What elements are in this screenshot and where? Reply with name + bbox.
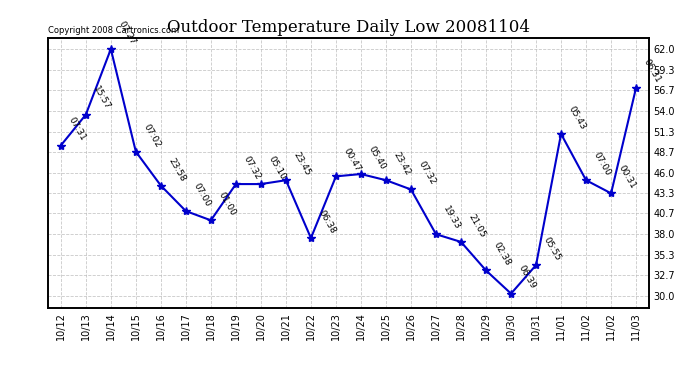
Text: 23:58: 23:58 [166,156,187,183]
Text: 21:05: 21:05 [466,212,487,239]
Text: 23:42: 23:42 [391,151,412,177]
Text: 05:10: 05:10 [266,154,287,181]
Text: 07:00: 07:00 [191,182,212,208]
Text: 07:27: 07:27 [117,20,137,46]
Text: 05:40: 05:40 [366,144,387,171]
Text: 06:39: 06:39 [517,264,538,291]
Title: Outdoor Temperature Daily Low 20081104: Outdoor Temperature Daily Low 20081104 [167,19,530,36]
Text: 06:31: 06:31 [642,58,662,85]
Text: 19:33: 19:33 [442,204,462,231]
Text: 05:55: 05:55 [542,236,562,262]
Text: 00:31: 00:31 [617,164,638,190]
Text: 15:57: 15:57 [91,85,112,112]
Text: 02:38: 02:38 [491,241,512,268]
Text: 23:45: 23:45 [291,151,312,177]
Text: 07:32: 07:32 [241,154,262,181]
Text: 00:47: 00:47 [342,147,362,174]
Text: 06:38: 06:38 [317,209,337,235]
Text: Copyright 2008 Cartronics.com: Copyright 2008 Cartronics.com [48,26,179,35]
Text: 05:43: 05:43 [566,104,587,131]
Text: 07:31: 07:31 [66,116,87,143]
Text: 01:00: 01:00 [217,190,237,217]
Text: 07:00: 07:00 [591,150,612,177]
Text: 07:32: 07:32 [417,160,437,187]
Text: 07:02: 07:02 [141,122,162,149]
